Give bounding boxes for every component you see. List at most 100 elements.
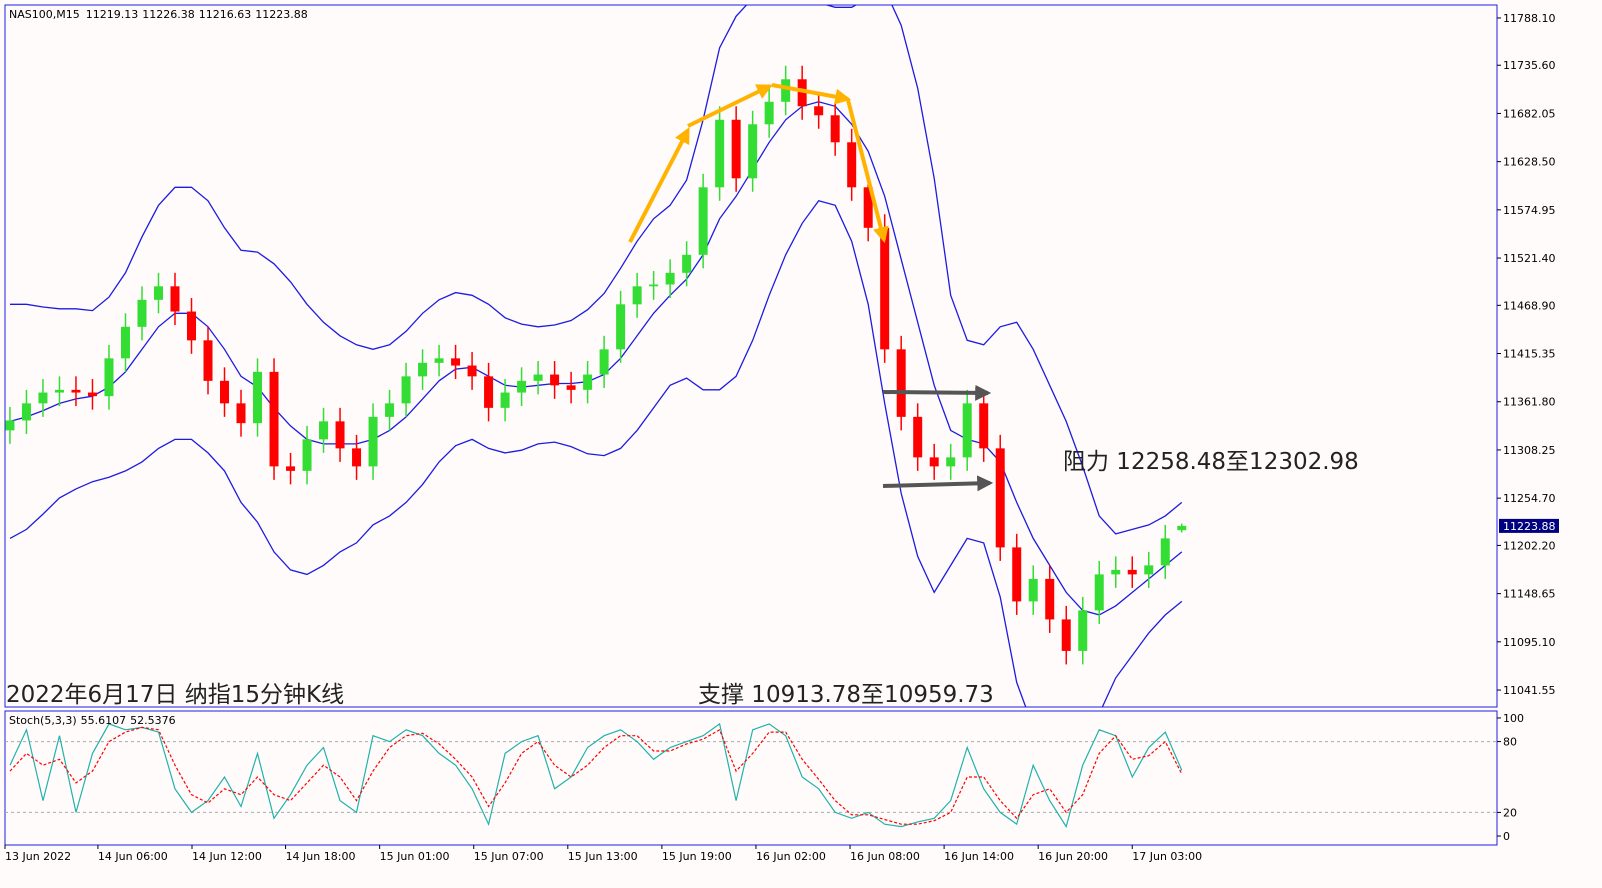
y-tick-label: 11521.40 bbox=[1503, 252, 1556, 265]
candle-body bbox=[38, 392, 48, 404]
candle-body bbox=[335, 421, 345, 449]
candle-body bbox=[153, 286, 163, 300]
y-tick-label: 11574.95 bbox=[1503, 204, 1556, 217]
stoch-title: Stoch(5,3,3) bbox=[9, 714, 77, 727]
x-tick-label: 14 Jun 06:00 bbox=[98, 850, 168, 863]
x-tick-label: 15 Jun 07:00 bbox=[474, 850, 544, 863]
y-tick-label: 11095.10 bbox=[1503, 636, 1556, 649]
candle-body bbox=[797, 79, 807, 107]
x-tick-label: 16 Jun 14:00 bbox=[944, 850, 1014, 863]
y-tick-label: 0 bbox=[1503, 830, 1510, 843]
band-upper bbox=[10, 5, 1183, 535]
y-tick-label: 80 bbox=[1503, 736, 1517, 749]
candle-body bbox=[698, 187, 708, 255]
annotation: 阻力 12258.48至12302.98 bbox=[1063, 449, 1359, 475]
symbol: NAS100,M15 bbox=[9, 8, 80, 21]
x-tick-label: 14 Jun 12:00 bbox=[192, 850, 262, 863]
y-tick-label: 11041.55 bbox=[1503, 684, 1556, 697]
candle-body bbox=[302, 439, 312, 471]
candle-body bbox=[616, 304, 626, 350]
candle-body bbox=[319, 421, 329, 440]
candle-body bbox=[220, 380, 230, 404]
x-tick-label: 16 Jun 02:00 bbox=[756, 850, 826, 863]
stoch-header: Stoch(5,3,3) 55.6107 52.5376 bbox=[9, 714, 176, 727]
annotation: 2022年6月17日 纳指15分钟K线 bbox=[6, 682, 344, 708]
arrow bbox=[687, 84, 773, 128]
price-label-bg bbox=[1499, 518, 1559, 533]
y-tick-label: 11148.65 bbox=[1503, 588, 1556, 601]
candle-body bbox=[649, 284, 659, 287]
candle-body bbox=[896, 349, 906, 417]
candle-body bbox=[632, 286, 642, 305]
header-open: 11219.13 bbox=[86, 8, 139, 21]
stoch-plot bbox=[5, 722, 1497, 829]
candle-body bbox=[682, 254, 692, 273]
candle-body bbox=[583, 374, 593, 390]
stoch-signal: 52.5376 bbox=[130, 714, 176, 727]
candle-body bbox=[401, 376, 411, 404]
candle-body bbox=[599, 349, 609, 375]
candle-body bbox=[1111, 569, 1121, 575]
candle-body bbox=[54, 389, 64, 393]
candle-body bbox=[236, 403, 246, 424]
trend-arrows bbox=[628, 83, 994, 492]
candle-body bbox=[962, 403, 972, 458]
candle-body bbox=[979, 403, 989, 449]
y-tick-label: 11682.05 bbox=[1503, 107, 1556, 120]
y-tick-label: 11628.50 bbox=[1503, 156, 1556, 169]
y-tick-label: 11468.90 bbox=[1503, 299, 1556, 312]
header-close: 11223.88 bbox=[255, 8, 308, 21]
candle-body bbox=[913, 416, 923, 458]
x-tick-label: 13 Jun 2022 bbox=[5, 850, 71, 863]
chart-header: NAS100,M15 11219.13 11226.38 11216.63 11223.… bbox=[9, 8, 308, 21]
candle-body bbox=[929, 457, 939, 467]
arrow bbox=[846, 99, 889, 244]
candle-body bbox=[203, 340, 213, 381]
candle-body bbox=[847, 142, 857, 188]
y-tick-label: 11788.10 bbox=[1503, 12, 1556, 25]
candle-body bbox=[120, 326, 130, 359]
arrow bbox=[628, 127, 690, 243]
candle-body bbox=[863, 187, 873, 228]
candle-body bbox=[484, 376, 494, 408]
candle-body bbox=[187, 311, 196, 341]
stoch-main: 55.6107 bbox=[81, 714, 127, 727]
candle-body bbox=[5, 420, 15, 431]
candle-body bbox=[1127, 569, 1137, 575]
band-lower bbox=[9, 200, 1183, 707]
axes: 11788.10 11735.60 11682.05 11628.50 11574.95… bbox=[4, 12, 1559, 863]
arrow bbox=[771, 83, 852, 105]
x-tick-label: 14 Jun 18:00 bbox=[286, 850, 356, 863]
candle-body bbox=[1028, 578, 1038, 602]
candle-body bbox=[764, 101, 774, 125]
x-tick-label: 15 Jun 13:00 bbox=[568, 850, 638, 863]
candle-body bbox=[566, 385, 576, 390]
line bbox=[9, 726, 1183, 825]
candle-body bbox=[21, 403, 31, 421]
candle-body bbox=[286, 466, 296, 471]
x-tick-label: 15 Jun 19:00 bbox=[662, 850, 732, 863]
x-tick-label: 16 Jun 08:00 bbox=[850, 850, 920, 863]
header-high: 11226.38 bbox=[142, 8, 195, 21]
candle-body bbox=[880, 227, 890, 350]
candle-body bbox=[253, 371, 263, 424]
candle-body bbox=[550, 374, 560, 386]
candle-body bbox=[731, 119, 741, 179]
x-tick-label: 17 Jun 03:00 bbox=[1132, 850, 1202, 863]
candle-body bbox=[500, 392, 510, 408]
candle-body bbox=[946, 457, 956, 467]
candle-body bbox=[995, 448, 1005, 548]
y-tick-label: 11361.80 bbox=[1503, 396, 1556, 409]
candle-body bbox=[517, 380, 527, 393]
arrow bbox=[882, 475, 994, 492]
line bbox=[9, 722, 1183, 829]
price-label: 11223.88 bbox=[1503, 520, 1556, 533]
candle-body bbox=[269, 371, 279, 467]
candle-body bbox=[781, 79, 791, 102]
x-tick-label: 15 Jun 01:00 bbox=[380, 850, 450, 863]
x-tick-label: 16 Jun 20:00 bbox=[1038, 850, 1108, 863]
candle-body bbox=[814, 106, 824, 116]
candle-body bbox=[104, 358, 114, 397]
